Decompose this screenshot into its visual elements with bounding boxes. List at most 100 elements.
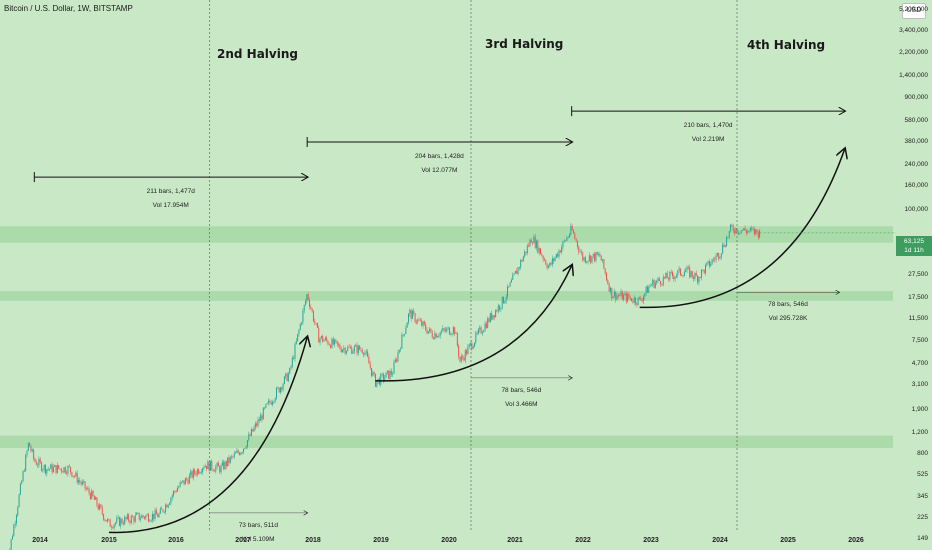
candle (62, 471, 64, 473)
candle (223, 462, 225, 470)
candle (530, 239, 532, 243)
candle (162, 509, 164, 512)
candle (492, 315, 494, 320)
candle (562, 241, 564, 248)
candle (752, 228, 754, 230)
candle (599, 254, 601, 257)
range-volume: Vol 12.077M (421, 167, 458, 174)
candle (431, 332, 433, 338)
candle (458, 345, 460, 357)
candle (92, 490, 94, 497)
candle (59, 468, 61, 470)
candle (732, 226, 734, 231)
candle (649, 285, 651, 287)
candle (241, 452, 243, 454)
candle (631, 298, 633, 302)
candle (668, 278, 670, 280)
candle (739, 232, 741, 234)
candle (52, 466, 54, 473)
candle (524, 251, 526, 257)
candle (136, 513, 138, 515)
range-label: 73 bars, 511d Vol 5.109M (198, 519, 318, 547)
candle (81, 481, 83, 485)
candle (287, 373, 289, 381)
candle (561, 247, 563, 253)
candle (447, 327, 449, 329)
candle (757, 232, 759, 238)
candle (344, 347, 346, 354)
candle (650, 284, 652, 286)
candle (408, 313, 409, 323)
candle (715, 255, 717, 260)
candle (171, 495, 173, 498)
x-tick-label: 2014 (32, 537, 48, 544)
candle (555, 253, 557, 258)
candle (652, 279, 654, 285)
candle (507, 286, 508, 297)
candle (51, 464, 53, 473)
candle (518, 267, 520, 269)
candle (726, 237, 728, 247)
candle (113, 524, 115, 529)
candle (481, 332, 483, 334)
candle (72, 475, 74, 477)
candle (180, 481, 182, 483)
candle (134, 514, 136, 522)
candle (290, 366, 292, 368)
candle (45, 465, 46, 474)
candle (56, 465, 58, 473)
candle (558, 250, 560, 257)
candle (283, 376, 285, 384)
candle (477, 329, 479, 334)
candle (124, 517, 126, 525)
currency-button[interactable]: USD (902, 3, 926, 19)
candle (74, 475, 76, 477)
candle (118, 517, 120, 526)
y-tick-label: 2,200,000 (899, 49, 928, 57)
candle (499, 305, 501, 310)
candle (604, 268, 606, 274)
candle (215, 466, 217, 472)
range-volume: Vol 2.219M (691, 136, 725, 144)
candle (260, 415, 262, 421)
candle (734, 230, 736, 234)
candle (363, 353, 365, 355)
candle (590, 255, 592, 263)
candle (340, 348, 342, 353)
candle (588, 255, 590, 261)
candle (517, 267, 519, 274)
y-tick-label: 1,200 (911, 429, 928, 437)
candle (586, 261, 588, 263)
candle (34, 458, 36, 462)
candle (289, 367, 291, 374)
candle (537, 240, 539, 253)
candle (165, 504, 167, 512)
candle (570, 226, 572, 235)
candle (334, 339, 336, 345)
candle (293, 357, 295, 359)
candle (720, 253, 722, 258)
candle (434, 333, 436, 340)
candle (128, 514, 130, 521)
candle (386, 370, 388, 373)
candle (107, 519, 109, 522)
candle (666, 272, 668, 279)
candle (66, 472, 68, 474)
candle (198, 469, 200, 474)
candle (178, 486, 180, 489)
candle (338, 344, 340, 346)
candle (695, 273, 697, 277)
candle (252, 429, 254, 432)
candle (319, 338, 321, 343)
candle (116, 518, 118, 523)
candle (76, 472, 78, 483)
candle (120, 518, 122, 526)
candle (89, 493, 91, 499)
candle (318, 327, 320, 343)
candle (27, 442, 29, 451)
candle (121, 518, 123, 524)
candle (232, 456, 234, 458)
candle (339, 344, 341, 349)
candle (639, 297, 640, 299)
